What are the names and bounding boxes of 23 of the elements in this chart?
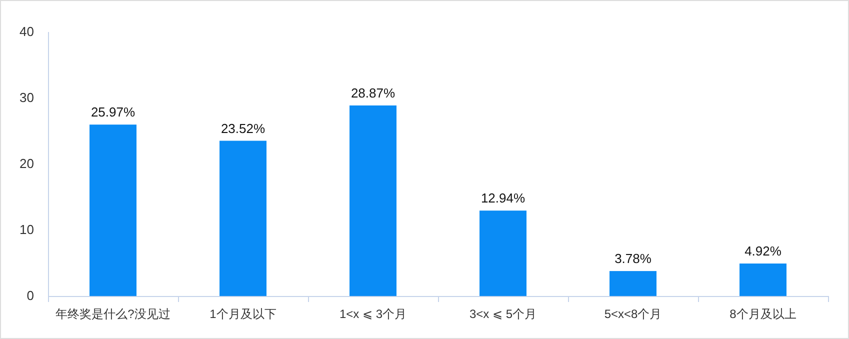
data-label: 28.87%: [350, 85, 396, 100]
data-label: 4.92%: [744, 244, 782, 259]
x-tick-label: 8个月及以上: [730, 307, 796, 321]
bar: [610, 271, 656, 296]
y-tick-label: 10: [20, 222, 34, 237]
bar: [220, 140, 266, 296]
data-label: 3.78%: [614, 251, 652, 266]
y-tick-label: 20: [20, 156, 34, 171]
data-label: 12.94%: [480, 190, 526, 206]
x-tick-label: 5<x<8个月: [604, 307, 662, 321]
y-tick-label: 0: [26, 288, 34, 303]
x-tick-label: 年终奖是什么?没见过: [56, 307, 170, 321]
bar: [350, 105, 396, 296]
y-tick-label: 30: [20, 90, 34, 105]
bar: [480, 210, 526, 296]
x-tick-label: 1个月及以下: [210, 307, 276, 321]
x-tick-label: 1<x ⩽ 3个月: [339, 307, 407, 321]
x-tick-label: 3<x ⩽ 5个月: [469, 307, 537, 321]
bar: [740, 264, 786, 296]
data-label: 23.52%: [220, 120, 266, 136]
bar: [90, 124, 136, 296]
y-tick-label: 40: [20, 24, 34, 39]
data-label: 25.97%: [90, 104, 136, 120]
